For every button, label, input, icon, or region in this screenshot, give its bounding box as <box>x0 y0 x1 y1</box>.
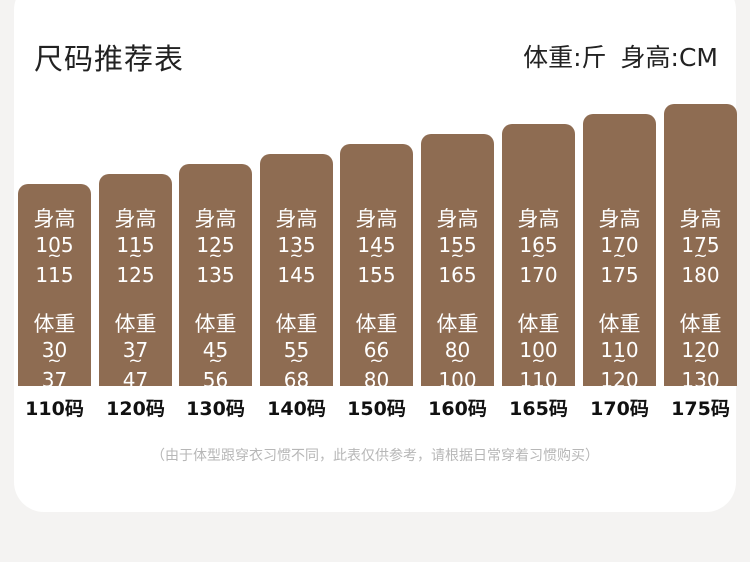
size-label-110: 110码 <box>25 398 84 420</box>
weight-label: 体重 <box>598 312 641 336</box>
height-max: 165 <box>438 263 477 287</box>
size-label-160: 160码 <box>428 398 487 420</box>
size-bar-150: 身高 145 ~ 155 体重 66 ~ 80 <box>340 144 413 391</box>
size-bar-110: 身高 105 ~ 115 体重 30 ~ 37 <box>18 184 91 391</box>
height-max: 145 <box>277 263 316 287</box>
weight-max: 56 <box>202 368 229 392</box>
range-tilde: ~ <box>369 246 384 266</box>
size-bar-160: 身高 155 ~ 165 体重 80 ~ 100 <box>421 134 494 391</box>
height-label: 身高 <box>194 207 237 231</box>
height-label: 身高 <box>679 207 722 231</box>
range-tilde: ~ <box>693 246 708 266</box>
range-tilde: ~ <box>208 351 223 371</box>
height-max: 155 <box>357 263 396 287</box>
range-tilde: ~ <box>289 351 304 371</box>
range-tilde: ~ <box>128 246 143 266</box>
height-min: 135 <box>277 233 316 257</box>
weight-label: 体重 <box>679 312 722 336</box>
weight-max: 110 <box>519 368 558 392</box>
height-label: 身高 <box>436 207 479 231</box>
height-min: 175 <box>681 233 720 257</box>
size-label-140: 140码 <box>267 398 326 420</box>
height-min: 155 <box>438 233 477 257</box>
weight-max: 120 <box>600 368 639 392</box>
range-tilde: ~ <box>531 246 546 266</box>
weight-min: 66 <box>363 338 390 362</box>
weight-max: 37 <box>41 368 68 392</box>
size-label-150: 150码 <box>347 398 406 420</box>
height-min: 145 <box>357 233 396 257</box>
page-title: 尺码推荐表 <box>34 42 185 76</box>
height-label: 身高 <box>114 207 157 231</box>
range-tilde: ~ <box>531 351 546 371</box>
height-label: 身高 <box>33 207 76 231</box>
weight-min: 80 <box>444 338 471 362</box>
weight-label: 体重 <box>33 312 76 336</box>
size-label-170: 170码 <box>590 398 649 420</box>
size-bar-120: 身高 115 ~ 125 体重 37 ~ 47 <box>99 174 172 391</box>
height-max: 180 <box>681 263 720 287</box>
height-unit: 身高:CM <box>620 43 718 72</box>
size-label-130: 130码 <box>186 398 245 420</box>
weight-label: 体重 <box>114 312 157 336</box>
weight-min: 120 <box>681 338 720 362</box>
range-tilde: ~ <box>450 351 465 371</box>
height-max: 115 <box>35 263 74 287</box>
weight-label: 体重 <box>275 312 318 336</box>
size-bar-130: 身高 125 ~ 135 体重 45 ~ 56 <box>179 164 252 391</box>
height-max: 175 <box>600 263 639 287</box>
height-label: 身高 <box>598 207 641 231</box>
height-label: 身高 <box>517 207 560 231</box>
weight-max: 130 <box>681 368 720 392</box>
range-tilde: ~ <box>208 246 223 266</box>
range-tilde: ~ <box>128 351 143 371</box>
height-min: 125 <box>196 233 235 257</box>
range-tilde: ~ <box>47 246 62 266</box>
height-min: 165 <box>519 233 558 257</box>
size-label-120: 120码 <box>106 398 165 420</box>
weight-max: 100 <box>438 368 477 392</box>
weight-max: 68 <box>283 368 310 392</box>
unit-legend: 体重:斤 身高:CM <box>523 38 718 74</box>
size-bar-140: 身高 135 ~ 145 体重 55 ~ 68 <box>260 154 333 391</box>
weight-min: 45 <box>202 338 229 362</box>
size-label-165: 165码 <box>509 398 568 420</box>
range-tilde: ~ <box>612 351 627 371</box>
weight-min: 55 <box>283 338 310 362</box>
height-label: 身高 <box>275 207 318 231</box>
weight-unit: 体重:斤 <box>523 43 607 72</box>
weight-label: 体重 <box>436 312 479 336</box>
range-tilde: ~ <box>47 351 62 371</box>
size-bar-170: 身高 170 ~ 175 体重 110 ~ 120 <box>583 114 656 391</box>
disclaimer-note: （由于体型跟穿衣习惯不同，此表仅供参考，请根据日常穿着习惯购买） <box>151 448 599 464</box>
weight-label: 体重 <box>194 312 237 336</box>
height-label: 身高 <box>355 207 398 231</box>
range-tilde: ~ <box>612 246 627 266</box>
size-bar-165: 身高 165 ~ 170 体重 100 ~ 110 <box>502 124 575 391</box>
height-max: 125 <box>116 263 155 287</box>
weight-max: 80 <box>363 368 390 392</box>
size-bar-175: 身高 175 ~ 180 体重 120 ~ 130 <box>664 104 737 391</box>
size-label-175: 175码 <box>671 398 730 420</box>
height-max: 135 <box>196 263 235 287</box>
weight-min: 30 <box>41 338 68 362</box>
range-tilde: ~ <box>693 351 708 371</box>
height-min: 115 <box>116 233 155 257</box>
range-tilde: ~ <box>450 246 465 266</box>
height-min: 170 <box>600 233 639 257</box>
weight-min: 110 <box>600 338 639 362</box>
weight-min: 100 <box>519 338 558 362</box>
height-min: 105 <box>35 233 74 257</box>
height-max: 170 <box>519 263 558 287</box>
weight-label: 体重 <box>517 312 560 336</box>
weight-label: 体重 <box>355 312 398 336</box>
weight-min: 37 <box>122 338 149 362</box>
range-tilde: ~ <box>369 351 384 371</box>
range-tilde: ~ <box>289 246 304 266</box>
weight-max: 47 <box>122 368 149 392</box>
